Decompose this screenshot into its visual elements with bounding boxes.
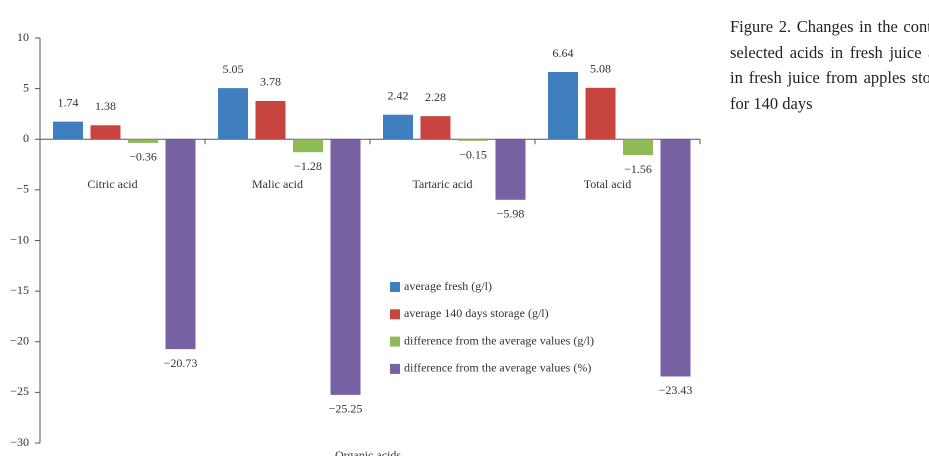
y-tick-label: 5 bbox=[23, 80, 29, 94]
bar bbox=[128, 139, 158, 143]
bar bbox=[165, 139, 196, 350]
bar bbox=[293, 139, 323, 153]
bar bbox=[495, 139, 526, 200]
data-label: −25.25 bbox=[329, 402, 363, 416]
x-tick-label: Malic acid bbox=[252, 177, 303, 191]
bar bbox=[383, 114, 413, 140]
x-tick-label: Total acid bbox=[584, 177, 631, 191]
data-label: 3.78 bbox=[260, 75, 281, 89]
data-label: −5.98 bbox=[497, 207, 525, 221]
caption: Figure 2. Changes in the content selecte… bbox=[730, 17, 929, 113]
data-label: 2.28 bbox=[425, 90, 446, 104]
bar bbox=[90, 125, 121, 140]
data-label: −20.73 bbox=[164, 356, 198, 370]
bar bbox=[623, 139, 653, 156]
bar bbox=[255, 100, 286, 140]
bar bbox=[218, 88, 248, 140]
data-label: 5.05 bbox=[223, 62, 244, 76]
x-axis-title: Organic acids bbox=[335, 448, 401, 456]
bar bbox=[420, 116, 451, 140]
legend-swatch bbox=[390, 363, 400, 374]
bar bbox=[330, 139, 361, 395]
data-label: 1.38 bbox=[95, 99, 116, 113]
data-label: −0.15 bbox=[459, 148, 487, 162]
data-label: 6.64 bbox=[553, 46, 574, 60]
data-label: 2.42 bbox=[388, 88, 409, 102]
y-tick-label: −30 bbox=[10, 435, 29, 449]
y-tick-label: −5 bbox=[16, 182, 29, 196]
legend-label: average 140 days storage (g/l) bbox=[404, 306, 549, 320]
data-label: 5.08 bbox=[590, 62, 611, 76]
data-label: −1.56 bbox=[624, 162, 652, 176]
y-tick-label: −25 bbox=[10, 384, 29, 398]
x-tick-label: Citric acid bbox=[87, 177, 137, 191]
legend-swatch bbox=[390, 336, 400, 347]
data-label: 1.74 bbox=[58, 95, 79, 109]
legend-label: difference from the average values (%) bbox=[404, 361, 591, 375]
y-tick-label: −15 bbox=[10, 283, 29, 297]
x-tick-label: Tartaric acid bbox=[412, 177, 472, 191]
y-tick-label: 10 bbox=[17, 30, 29, 44]
data-label: −23.43 bbox=[659, 383, 693, 397]
caption-box: Figure 2. Changes in the content selecte… bbox=[730, 14, 929, 154]
legend-label: difference from the average values (g/l) bbox=[404, 333, 594, 347]
bar bbox=[660, 139, 691, 377]
legend-swatch bbox=[390, 309, 400, 320]
bar bbox=[548, 72, 578, 140]
legend-swatch bbox=[390, 282, 400, 292]
bar bbox=[53, 121, 83, 140]
data-label: −0.36 bbox=[129, 150, 157, 164]
bar bbox=[458, 139, 488, 141]
data-label: −1.28 bbox=[294, 159, 322, 173]
bar bbox=[585, 87, 616, 140]
y-tick-label: 0 bbox=[23, 131, 29, 145]
y-tick-label: −20 bbox=[10, 334, 29, 348]
y-tick-label: −10 bbox=[10, 232, 29, 246]
legend-label: average fresh (g/l) bbox=[404, 279, 492, 293]
